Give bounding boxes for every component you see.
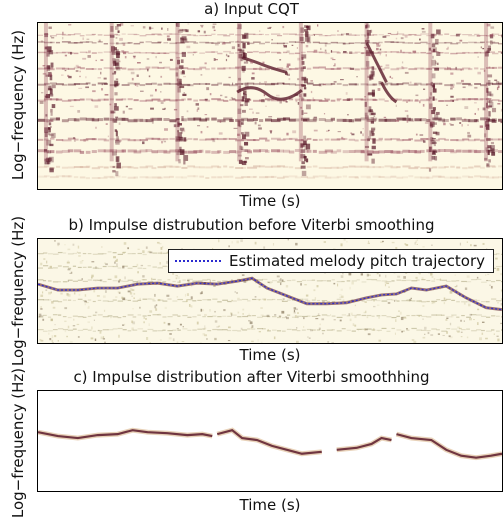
panel-a-title: a) Input CQT [0, 0, 503, 18]
panel-a-spectrogram [37, 22, 503, 190]
panel-b-legend: Estimated melody pitch trajectory [168, 249, 494, 273]
panel-b-title: b) Impulse distrubution before Viterbi s… [0, 216, 503, 234]
panel-c-impulse-after [37, 390, 503, 492]
panel-a-ylabel: Log−frequency (Hz) [9, 25, 27, 185]
panel-c-ylabel: Log−frequency (Hz) [9, 363, 27, 523]
panel-c-title: c) Impulse distribution after Viterbi sm… [0, 368, 503, 386]
legend-label: Estimated melody pitch trajectory [229, 252, 485, 270]
panel-c-xlabel: Time (s) [0, 496, 503, 514]
legend-dotted-line-icon [175, 260, 221, 262]
panel-b-xlabel: Time (s) [0, 346, 503, 364]
panel-a-xlabel: Time (s) [0, 192, 503, 210]
panel-b-ylabel: Log−frequency (Hz) [9, 211, 27, 371]
panel-b-impulse-before: Estimated melody pitch trajectory [37, 238, 503, 344]
